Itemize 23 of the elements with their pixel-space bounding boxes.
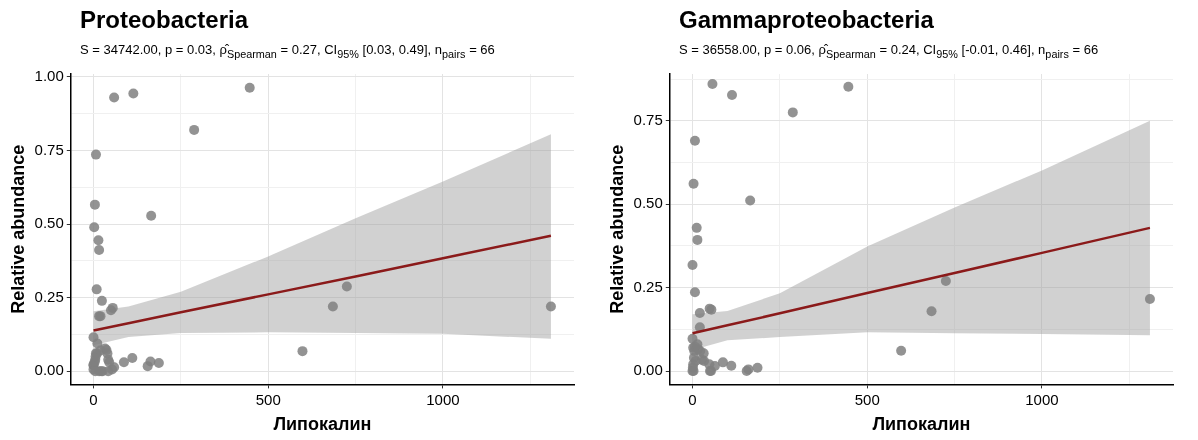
- x-tick-label: 1000: [426, 390, 460, 408]
- y-tick-label: 0.75: [633, 110, 663, 128]
- y-tick-label: 1.00: [34, 67, 64, 85]
- y-tick-label: 0.00: [34, 361, 64, 379]
- x-tick-label: 0: [688, 390, 697, 408]
- x-axis-title: Липокалин: [273, 414, 372, 435]
- x-tick-label: 1000: [1025, 390, 1059, 408]
- x-axis-title: Липокалин: [872, 414, 971, 435]
- y-tick-label: 0.25: [633, 277, 663, 295]
- y-tick-label: 0.75: [34, 140, 64, 158]
- chart-title: Proteobacteria: [80, 6, 249, 34]
- chart-subtitle: S = 36558.00, p = 0.06, ρ̂$_{Spearman}$ = 0.24, CI$_{95%}$ [-0.01, 0.46], n$_{pairs}$ = 66: [679, 42, 1099, 60]
- chart-subtitle: S = 34742.00, p = 0.03, ρ̂$_{Spearman}$ = 0.27, CI$_{95%}$ [0.03, 0.49], n$_{pairs}$ = 66: [80, 42, 495, 60]
- y-axis-title: Relative abundance: [606, 144, 627, 314]
- y-tick-label: 0.50: [633, 194, 663, 212]
- y-axis-title: Relative abundance: [7, 144, 28, 314]
- y-tick-label: 0.00: [633, 361, 663, 379]
- x-tick-label: 500: [255, 390, 281, 408]
- x-tick-label: 500: [854, 390, 880, 408]
- x-tick-label: 0: [89, 390, 98, 408]
- chart-title: Gammaproteobacteria: [679, 6, 934, 34]
- y-tick-label: 0.25: [34, 287, 64, 305]
- y-tick-label: 0.50: [34, 214, 64, 232]
